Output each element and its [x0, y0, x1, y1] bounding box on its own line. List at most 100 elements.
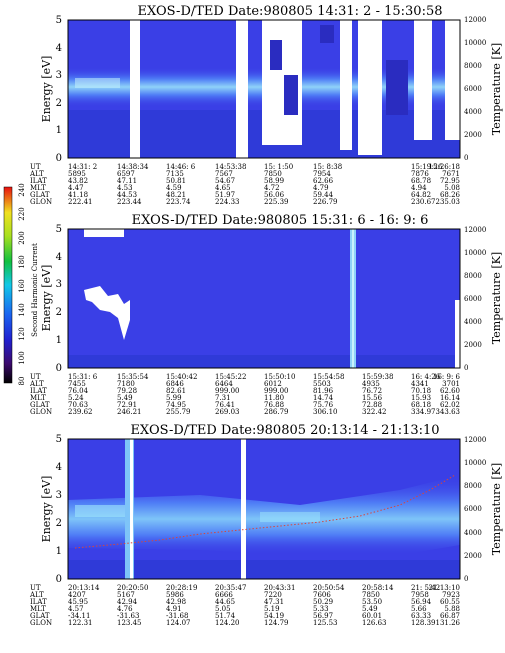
ephemeris-value-ut: 21: 5:42 — [411, 584, 440, 592]
ephemeris-value-ut: 15:50:10 — [264, 373, 295, 381]
ephemeris-row-label: GLAT — [30, 612, 50, 620]
panel-2-y2tick: 0 — [464, 364, 468, 372]
ephemeris-value-glat: 68.18 — [411, 401, 431, 409]
ephemeris-value-alt: 4341 — [411, 380, 429, 388]
panel-1-y2tick: 12000 — [464, 16, 486, 24]
ephemeris-value-glat: 51.74 — [215, 612, 236, 620]
panel-1-ytick: 5 — [56, 15, 62, 26]
ephemeris-value-alt: 7954 — [313, 170, 331, 178]
ephemeris-value-ut: 15: 8:38 — [313, 163, 342, 171]
colorbar-tick: 140 — [18, 303, 26, 316]
ephemeris-value-mlt: 11.80 — [264, 394, 284, 402]
ephemeris-value-mlt: 5.99 — [166, 394, 182, 402]
ephemeris-row-label: GLON — [30, 198, 52, 206]
panel-3-y2tick: 6000 — [464, 505, 482, 513]
ephemeris-value-mlt: 4.76 — [117, 605, 133, 613]
ephemeris-value-alt: 7606 — [313, 591, 331, 599]
panel-3-y2-ticks: 0 2000 4000 6000 8000 10000 12000 — [464, 436, 486, 583]
panel-2-title: EXOS-D/TED Date:980805 15:31: 6 - 16: 9:… — [132, 213, 429, 228]
panel-2-ytick: 3 — [56, 279, 62, 290]
ephemeris-value-alt: 7455 — [68, 380, 86, 388]
ephemeris-value-glat: 51.97 — [215, 191, 235, 199]
ephemeris-value-glon: 131.26 — [436, 619, 461, 627]
ephemeris-value-ilat: 58.99 — [264, 177, 284, 185]
ephemeris-value-glon: 226.79 — [313, 198, 338, 206]
ephemeris-value-glat: 64.82 — [411, 191, 431, 199]
ephemeris-value-ilat: 68.78 — [411, 177, 431, 185]
ephemeris-value-ilat: 70.18 — [411, 387, 431, 395]
panel-2-ytick: 2 — [56, 307, 62, 318]
panel-3-y-ticks: 0 1 2 3 4 5 — [56, 434, 62, 585]
ephemeris-value-ut: 15:40:42 — [166, 373, 197, 381]
ephemeris-value-alt: 5167 — [117, 591, 135, 599]
panel-1-ephemeris: UT ALT ILAT MLT GLAT GLON 14:31: 2 14:38:… — [29, 163, 461, 206]
ephemeris-row-label: MLT — [30, 605, 46, 613]
ephemeris-value-ilat: 47.31 — [264, 598, 284, 606]
ephemeris-row-label: ILAT — [30, 177, 47, 185]
panel-1-dark-patch — [320, 25, 334, 43]
ephemeris-row-label: GLAT — [30, 401, 50, 409]
ephemeris-value-mlt: 4.65 — [215, 184, 231, 192]
ephemeris-value-glon: 246.21 — [117, 408, 142, 416]
ephemeris-value-glon: 343.63 — [436, 408, 461, 416]
colorbar-tick: 240 — [18, 183, 26, 196]
panel-1-data-gap — [236, 20, 248, 158]
panel-1-frame — [67, 19, 461, 159]
panel-1-y2-ticks: 0 2000 4000 6000 8000 10000 12000 — [464, 16, 486, 162]
ephemeris-row-label: GLON — [30, 619, 52, 627]
panel-2-y-ticks: 0 1 2 3 4 5 — [56, 224, 62, 374]
ephemeris-value-glat: 72.88 — [362, 401, 382, 409]
panel-3-ytick: 4 — [56, 462, 62, 473]
ephemeris-value-ut: 15:31: 6 — [68, 373, 98, 381]
panel-2-frame — [67, 228, 461, 369]
ephemeris-value-alt: 3701 — [442, 380, 460, 388]
ephemeris-value-mlt: 4.47 — [68, 184, 84, 192]
ephemeris-value-glat: 76.41 — [215, 401, 235, 409]
ephemeris-value-mlt: 16.14 — [440, 394, 461, 402]
ephemeris-row-label: ILAT — [30, 387, 47, 395]
panel-2-y2tick: 4000 — [464, 318, 482, 326]
panel-1-dark-patch — [270, 40, 282, 70]
panel-3-y2tick: 8000 — [464, 482, 482, 490]
ephemeris-value-ilat: 79.28 — [117, 387, 137, 395]
ephemeris-value-ut: 16: 4:26 — [411, 373, 441, 381]
panel-2-y2tick: 8000 — [464, 272, 482, 280]
panel-3-ylabel: Energy [eV] — [40, 476, 53, 543]
ephemeris-value-ut: 15:59:38 — [362, 373, 393, 381]
ephemeris-value-mlt: 15.93 — [411, 394, 431, 402]
panel-2-ephemeris: UT ALT ILAT MLT GLAT GLON 15:31: 6 15:35:… — [29, 373, 461, 416]
ephemeris-value-alt: 7850 — [264, 170, 282, 178]
ephemeris-value-glon: 124.79 — [264, 619, 289, 627]
ephemeris-value-ilat: 56.94 — [411, 598, 432, 606]
ephemeris-value-mlt: 14.74 — [313, 394, 334, 402]
ephemeris-value-mlt: 15.56 — [362, 394, 383, 402]
panel-2: EXOS-D/TED Date:980805 15:31: 6 - 16: 9:… — [40, 213, 503, 374]
panel-1-ytick: 1 — [56, 125, 62, 136]
ephemeris-value-alt: 6666 — [215, 591, 233, 599]
panel-3: EXOS-D/TED Date:980805 20:13:14 - 21:13:… — [40, 423, 503, 585]
panel-1-dark-patch — [284, 75, 298, 115]
ephemeris-value-alt: 6464 — [215, 380, 233, 388]
ephemeris-value-mlt: 4.94 — [411, 184, 427, 192]
ephemeris-value-ilat: 45.95 — [68, 598, 88, 606]
panel-3-y2tick: 2000 — [464, 552, 482, 560]
panel-1-dark-patch — [386, 60, 408, 115]
ephemeris-value-mlt: 5.05 — [215, 605, 231, 613]
panel-3-ytick: 1 — [56, 546, 62, 557]
panel-1-title: EXOS-D/TED Date:980805 14:31: 2 - 15:30:… — [138, 4, 443, 19]
ephemeris-value-mlt: 4.91 — [166, 605, 182, 613]
ephemeris-value-glat: 68.26 — [440, 191, 461, 199]
ephemeris-value-mlt: 5.08 — [444, 184, 460, 192]
ephemeris-value-ilat: 54.67 — [215, 177, 235, 185]
ephemeris-row-label: ALT — [29, 591, 44, 599]
ephemeris-value-ilat: 82.61 — [166, 387, 186, 395]
ephemeris-row-label: UT — [30, 584, 41, 592]
ephemeris-value-mlt: 4.79 — [313, 184, 329, 192]
ephemeris-value-glon: 286.79 — [264, 408, 289, 416]
ephemeris-value-ilat: 81.96 — [313, 387, 334, 395]
ephemeris-value-glon: 322.42 — [362, 408, 387, 416]
ephemeris-value-ilat: 43.82 — [68, 177, 88, 185]
colorbar-tick: 80 — [18, 377, 26, 386]
ephemeris-value-alt: 4935 — [362, 380, 380, 388]
